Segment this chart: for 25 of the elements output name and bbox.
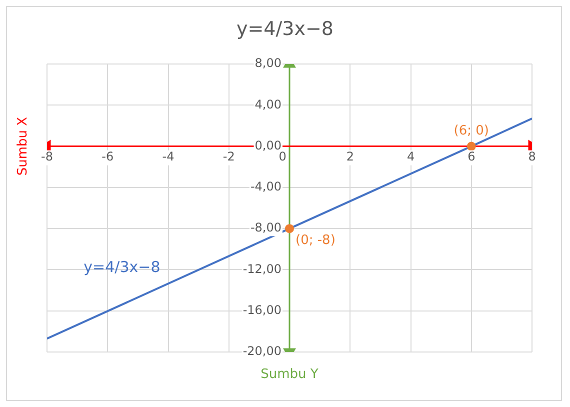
x-tick-label: 2 — [346, 149, 354, 164]
x-tick-label: -8 — [41, 149, 53, 164]
annotation: (6; 0) — [454, 124, 489, 139]
series-label: Sumbu Y — [260, 366, 318, 382]
series-label: y=4/3x−8 — [84, 258, 160, 276]
x-tick-label: -4 — [162, 149, 174, 164]
y-tick-label: -12,00 — [242, 262, 282, 276]
annotation: (0; -8) — [296, 232, 336, 248]
text: Sumbu X — [15, 116, 30, 176]
y-tick-label: -16,00 — [242, 302, 282, 317]
y-tick-label: 4,00 — [254, 97, 282, 112]
y-tick-label: -8,00 — [250, 220, 282, 235]
point — [285, 224, 294, 234]
y-tick-label: 8,00 — [254, 56, 282, 70]
x-tick-label: 8 — [528, 149, 536, 164]
x-tick-label: 0 — [278, 149, 286, 164]
x-tick-label: -6 — [102, 149, 114, 164]
x-tick-label: 6 — [468, 149, 476, 164]
y-tick-label: 0,00 — [254, 138, 282, 152]
y-tick-label: -20,00 — [242, 344, 282, 358]
y-tick-label: -4,00 — [250, 180, 282, 194]
point — [466, 142, 476, 151]
chart-title: y=4/3x−8 — [236, 18, 334, 40]
x-tick-label: -2 — [222, 149, 235, 164]
x-tick-label: 4 — [406, 149, 415, 164]
